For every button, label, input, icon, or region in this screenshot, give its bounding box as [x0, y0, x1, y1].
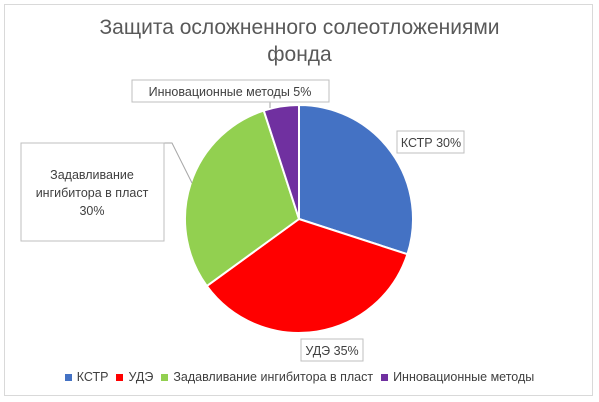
legend-label-3: Инновационные методы	[393, 370, 535, 384]
data-label-box-1	[300, 338, 364, 362]
legend-label-2: Задавливание ингибитора в пласт	[173, 370, 374, 384]
legend-item-0: КСТР	[64, 370, 109, 384]
legend-swatch-0	[64, 373, 72, 381]
data-label-2-line-2: 30%	[79, 204, 104, 218]
data-label-0: КСТР 30%	[401, 136, 461, 150]
data-label-1-line-0: УДЭ 35%	[305, 344, 358, 358]
data-label-2-line-1: ингибитора в пласт	[36, 186, 149, 200]
legend-item-1: УДЭ	[116, 370, 153, 384]
data-label-3: Инновационные методы 5%	[149, 85, 312, 99]
pie-slice-2	[184, 109, 301, 288]
legend: КСТР УДЭ Задавливание ингибитора в пласт Ин…	[0, 370, 599, 384]
legend-label-0: КСТР	[76, 370, 109, 384]
data-label-box-2	[20, 142, 165, 242]
pie-slice-1	[205, 217, 409, 334]
data-label-box-3	[131, 79, 330, 103]
legend-label-1: УДЭ	[128, 370, 154, 384]
chart-title: Защита осложненного солеотложениями фонд…	[0, 14, 599, 68]
data-label-box-0	[396, 130, 465, 154]
chart-title-line-2: фонда	[267, 43, 332, 66]
data-label-leader-2	[164, 142, 193, 184]
data-label-0-line-0: КСТР 30%	[401, 136, 461, 150]
legend-swatch-2	[161, 373, 169, 381]
legend-item-3: Инновационные методы	[381, 370, 534, 384]
chart-title-line-1: Защита осложненного солеотложениями	[99, 16, 500, 39]
legend-swatch-3	[381, 373, 389, 381]
data-label-2: Задавливание ингибитора в пласт 30%	[36, 168, 149, 218]
pie-slice-0	[298, 103, 414, 256]
pie-slice-3	[262, 103, 300, 220]
data-label-2-line-0: Задавливание	[50, 168, 134, 182]
legend-item-2: Задавливание ингибитора в пласт	[161, 370, 373, 384]
data-label-3-line-0: Инновационные методы 5%	[149, 85, 312, 99]
legend-swatch-1	[116, 373, 124, 381]
data-label-1: УДЭ 35%	[305, 344, 358, 358]
